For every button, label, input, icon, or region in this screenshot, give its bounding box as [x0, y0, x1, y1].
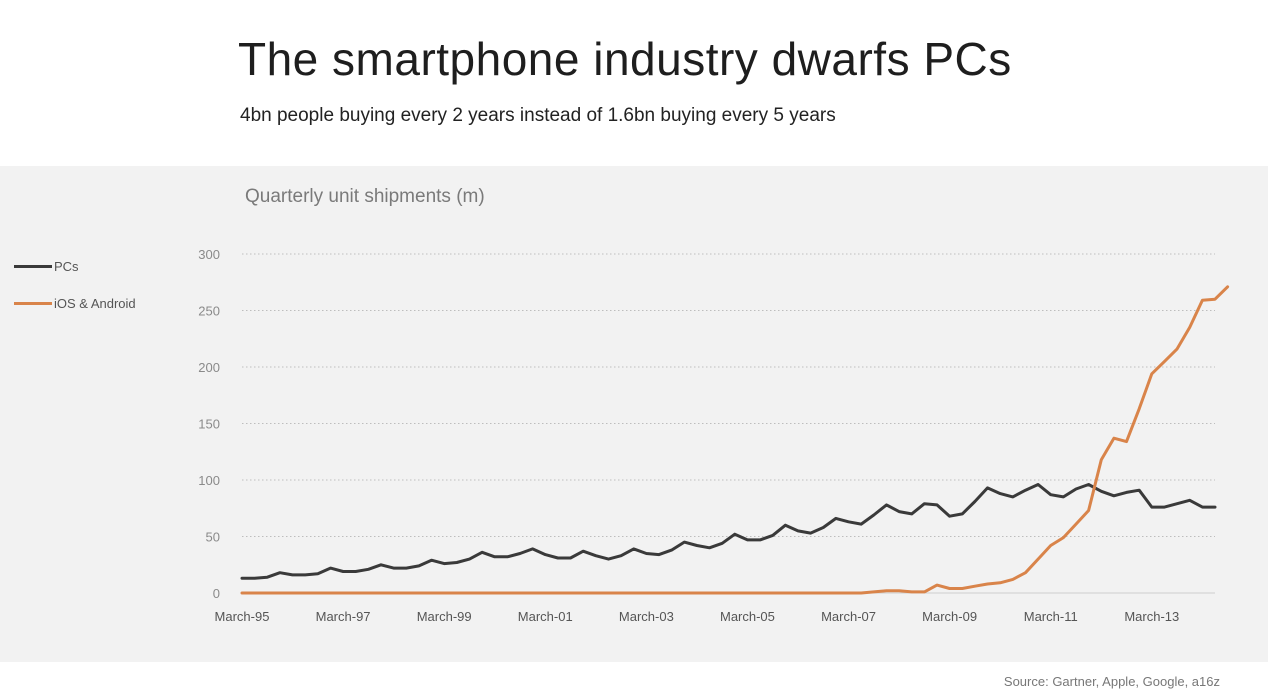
- legend: PCs iOS & Android: [14, 248, 136, 322]
- chart-title: Quarterly unit shipments (m): [245, 186, 485, 207]
- x-tick-label: March-01: [518, 609, 573, 624]
- x-tick-label: March-97: [316, 609, 371, 624]
- x-tick-label: March-05: [720, 609, 775, 624]
- smartphones-series-line: [240, 285, 1230, 595]
- x-tick-label: March-95: [215, 609, 270, 624]
- page-title: The smartphone industry dwarfs PCs: [238, 33, 1012, 85]
- x-tick-label: March-99: [417, 609, 472, 624]
- y-tick-label: 50: [206, 530, 220, 545]
- legend-item-smartphones: iOS & Android: [14, 285, 136, 322]
- y-tick-label: 200: [198, 360, 220, 375]
- y-tick-label: 300: [198, 247, 220, 262]
- page-subtitle: 4bn people buying every 2 years instead …: [240, 105, 836, 126]
- x-tick-label: March-09: [922, 609, 977, 624]
- legend-swatch-smartphones: [14, 302, 52, 305]
- y-tick-label: 100: [198, 473, 220, 488]
- x-tick-label: March-07: [821, 609, 876, 624]
- chart-panel: [0, 166, 1268, 662]
- x-tick-label: March-13: [1124, 609, 1179, 624]
- legend-label-pcs: PCs: [54, 259, 79, 274]
- legend-item-pcs: PCs: [14, 248, 136, 285]
- legend-label-smartphones: iOS & Android: [54, 296, 136, 311]
- pcs-series-line: [240, 483, 1217, 580]
- legend-swatch-pcs: [14, 265, 52, 268]
- y-tick-label: 250: [198, 304, 220, 319]
- x-tick-label: March-11: [1024, 609, 1078, 624]
- y-tick-label: 150: [198, 417, 220, 432]
- x-tick-label: March-03: [619, 609, 674, 624]
- source-note: Source: Gartner, Apple, Google, a16z: [1003, 674, 1220, 689]
- y-tick-label: 0: [213, 586, 220, 601]
